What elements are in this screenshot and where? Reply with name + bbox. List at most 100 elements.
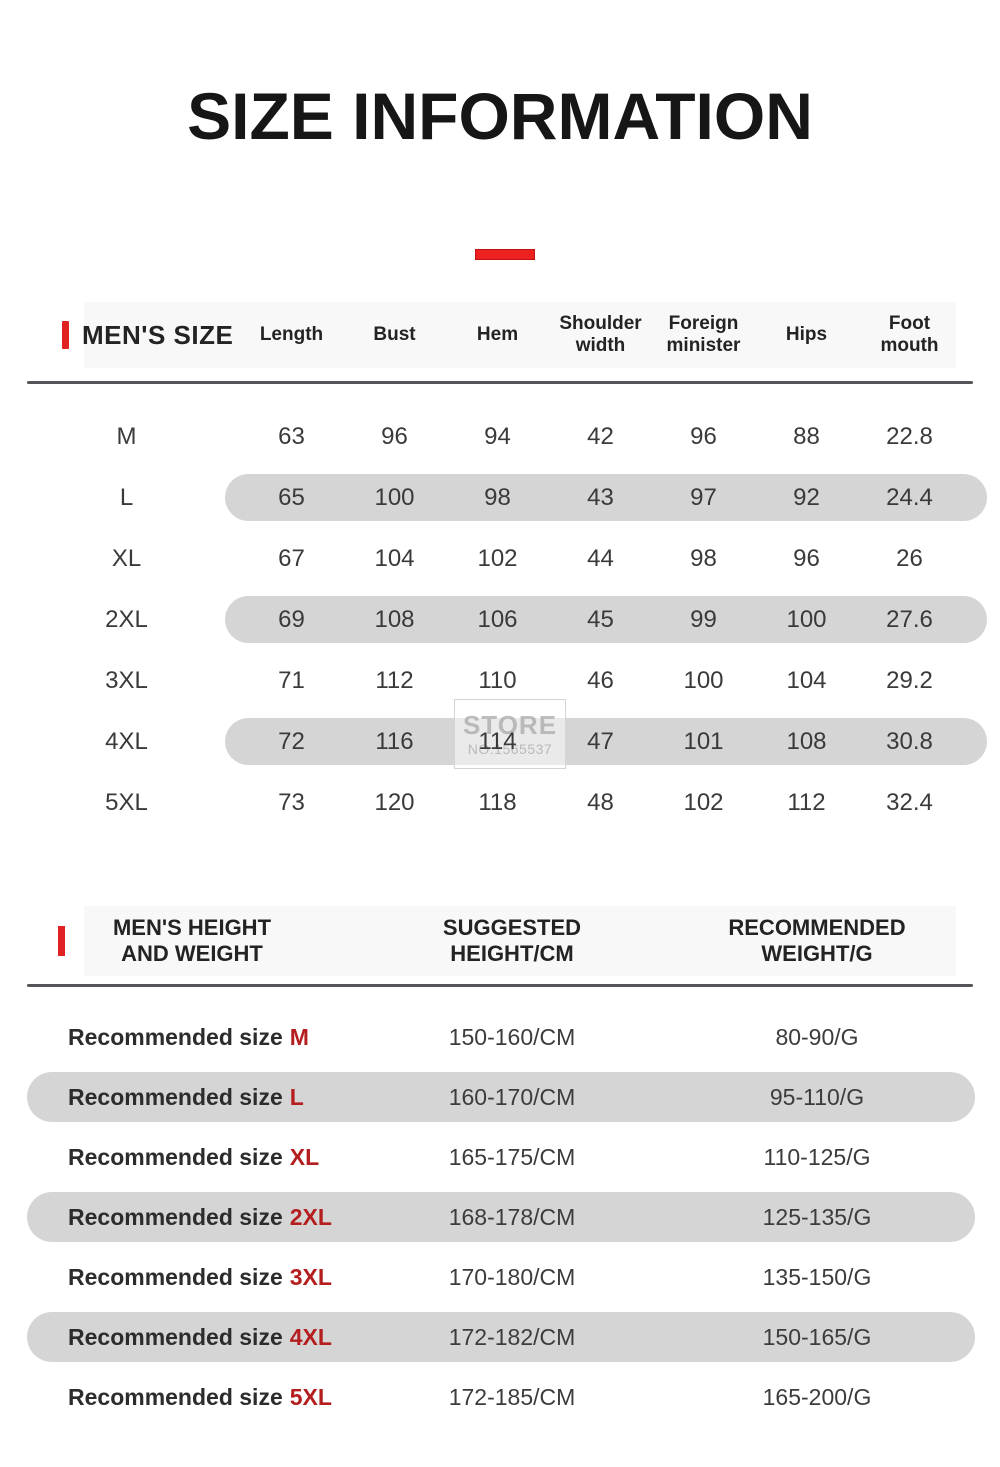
table-row-4xl: 4XL 72 116 114 47 101 108 30.8 bbox=[13, 711, 1000, 772]
value-cell: 100 bbox=[786, 605, 827, 633]
column-header-height-weight: MEN'S HEIGHT AND WEIGHT bbox=[112, 914, 272, 966]
recommended-weight-value: 110-125/G bbox=[763, 1143, 871, 1170]
recommended-weight-value: 135-150/G bbox=[762, 1263, 872, 1290]
table-row-l: L 65 100 98 43 97 92 24.4 bbox=[13, 467, 1000, 528]
fit-table-header-row: MEN'S HEIGHT AND WEIGHT SUGGESTED HEIGHT… bbox=[27, 908, 967, 974]
recommended-size-label: Recommended size 4XL bbox=[68, 1323, 332, 1350]
size-table-section-title: MEN'S SIZE bbox=[82, 319, 234, 350]
fit-table-divider-line bbox=[27, 984, 973, 987]
row-highlight-pill bbox=[27, 1072, 975, 1122]
value-cell: 48 bbox=[587, 788, 614, 816]
column-header-hips: Hips bbox=[785, 324, 828, 346]
value-cell: 65 bbox=[278, 483, 305, 511]
value-cell: 104 bbox=[786, 666, 827, 694]
column-header-foreign-minister: Foreign minister bbox=[666, 313, 741, 356]
size-table-header-row: MEN'S SIZE Length Bust Hem Shoulder widt… bbox=[13, 303, 961, 367]
value-cell: 69 bbox=[278, 605, 305, 633]
suggested-height-value: 165-175/CM bbox=[448, 1143, 576, 1170]
value-cell: 45 bbox=[587, 605, 614, 633]
size-table-body: M 63 96 94 42 96 88 22.8 L 65 100 98 43 … bbox=[0, 406, 1000, 833]
recommended-size-label: Recommended size 3XL bbox=[68, 1263, 332, 1290]
page-title: SIZE INFORMATION bbox=[187, 79, 813, 153]
value-cell: 116 bbox=[375, 727, 414, 755]
fit-table-body: Recommended size M 150-160/CM 80-90/G Rec… bbox=[0, 1007, 1000, 1427]
fit-row-5xl: Recommended size 5XL 172-185/CM 165-200/G bbox=[27, 1367, 1000, 1427]
fit-row-2xl: Recommended size 2XL 168-178/CM 125-135/G bbox=[27, 1187, 1000, 1247]
value-cell: 26 bbox=[896, 544, 923, 572]
value-cell: 114 bbox=[478, 727, 517, 755]
column-header-hem: Hem bbox=[476, 324, 519, 346]
recommended-weight-value: 150-165/G bbox=[762, 1323, 872, 1350]
store-watermark: STORE NO.1565537 bbox=[454, 699, 566, 769]
value-cell: 100 bbox=[374, 483, 415, 511]
value-cell: 27.6 bbox=[886, 605, 933, 633]
size-label: 4XL bbox=[105, 727, 148, 755]
recommended-size-label: Recommended size 2XL bbox=[68, 1203, 332, 1230]
recommended-size-label: Recommended size M bbox=[68, 1023, 309, 1050]
fit-row-m: Recommended size M 150-160/CM 80-90/G bbox=[27, 1007, 1000, 1067]
value-cell: 96 bbox=[381, 422, 408, 450]
suggested-height-value: 160-170/CM bbox=[448, 1083, 576, 1110]
value-cell: 72 bbox=[278, 727, 305, 755]
size-label: XL bbox=[111, 544, 142, 572]
fit-row-3xl: Recommended size 3XL 170-180/CM 135-150/G bbox=[27, 1247, 1000, 1307]
value-cell: 96 bbox=[690, 422, 717, 450]
row-highlight-pill bbox=[27, 1192, 975, 1242]
value-cell: 98 bbox=[484, 483, 511, 511]
column-header-recommended-weight: RECOMMENDED WEIGHT/G bbox=[728, 914, 906, 966]
watermark-store-text: STORE bbox=[462, 710, 558, 740]
column-header-length: Length bbox=[259, 324, 324, 346]
red-section-marker-bar bbox=[58, 926, 65, 956]
recommended-weight-value: 95-110/G bbox=[769, 1083, 865, 1110]
value-cell: 73 bbox=[278, 788, 305, 816]
recommended-size-label: Recommended size XL bbox=[68, 1143, 320, 1170]
value-cell: 96 bbox=[793, 544, 820, 572]
suggested-height-value: 150-160/CM bbox=[448, 1023, 576, 1050]
suggested-height-value: 168-178/CM bbox=[448, 1203, 576, 1230]
value-cell: 44 bbox=[587, 544, 614, 572]
row-highlight-pill bbox=[225, 718, 987, 765]
value-cell: 108 bbox=[786, 727, 827, 755]
table-row-2xl: 2XL 69 108 106 45 99 100 27.6 bbox=[13, 589, 1000, 650]
value-cell: 30.8 bbox=[886, 727, 933, 755]
recommended-weight-value: 80-90/G bbox=[775, 1023, 859, 1050]
size-table-divider-line bbox=[27, 381, 973, 384]
recommended-size-label: Recommended size 5XL bbox=[68, 1383, 332, 1410]
size-table-header-band bbox=[84, 302, 956, 368]
value-cell: 88 bbox=[793, 422, 820, 450]
value-cell: 101 bbox=[683, 727, 724, 755]
value-cell: 43 bbox=[587, 483, 614, 511]
fit-table-header-band bbox=[84, 906, 956, 976]
value-cell: 99 bbox=[690, 605, 717, 633]
value-cell: 29.2 bbox=[886, 666, 933, 694]
value-cell: 24.4 bbox=[886, 483, 933, 511]
value-cell: 63 bbox=[278, 422, 305, 450]
column-header-suggested-height: SUGGESTED HEIGHT/CM bbox=[442, 914, 582, 966]
value-cell: 92 bbox=[793, 483, 820, 511]
table-row-xl: XL 67 104 102 44 98 96 26 bbox=[13, 528, 1000, 589]
value-cell: 112 bbox=[375, 666, 414, 694]
size-label: L bbox=[119, 483, 134, 511]
value-cell: 102 bbox=[477, 544, 518, 572]
suggested-height-value: 172-185/CM bbox=[448, 1383, 576, 1410]
row-highlight-pill bbox=[225, 474, 987, 521]
value-cell: 42 bbox=[587, 422, 614, 450]
recommended-weight-value: 125-135/G bbox=[762, 1203, 872, 1230]
table-row-m: M 63 96 94 42 96 88 22.8 bbox=[13, 406, 1000, 467]
suggested-height-value: 172-182/CM bbox=[448, 1323, 576, 1350]
value-cell: 110 bbox=[478, 666, 517, 694]
column-header-bust: Bust bbox=[373, 324, 416, 346]
value-cell: 32.4 bbox=[886, 788, 933, 816]
value-cell: 47 bbox=[587, 727, 614, 755]
value-cell: 67 bbox=[278, 544, 305, 572]
title-underline-dash bbox=[475, 249, 535, 260]
value-cell: 94 bbox=[484, 422, 511, 450]
table-row-3xl: 3XL 71 112 110 46 100 104 29.2 bbox=[13, 650, 1000, 711]
fit-row-xl: Recommended size XL 165-175/CM 110-125/G bbox=[27, 1127, 1000, 1187]
fit-row-l: Recommended size L 160-170/CM 95-110/G bbox=[27, 1067, 1000, 1127]
value-cell: 97 bbox=[690, 483, 717, 511]
value-cell: 100 bbox=[683, 666, 724, 694]
value-cell: 102 bbox=[683, 788, 724, 816]
table-row-5xl: 5XL 73 120 118 48 102 112 32.4 bbox=[13, 772, 1000, 833]
value-cell: 112 bbox=[787, 788, 826, 816]
